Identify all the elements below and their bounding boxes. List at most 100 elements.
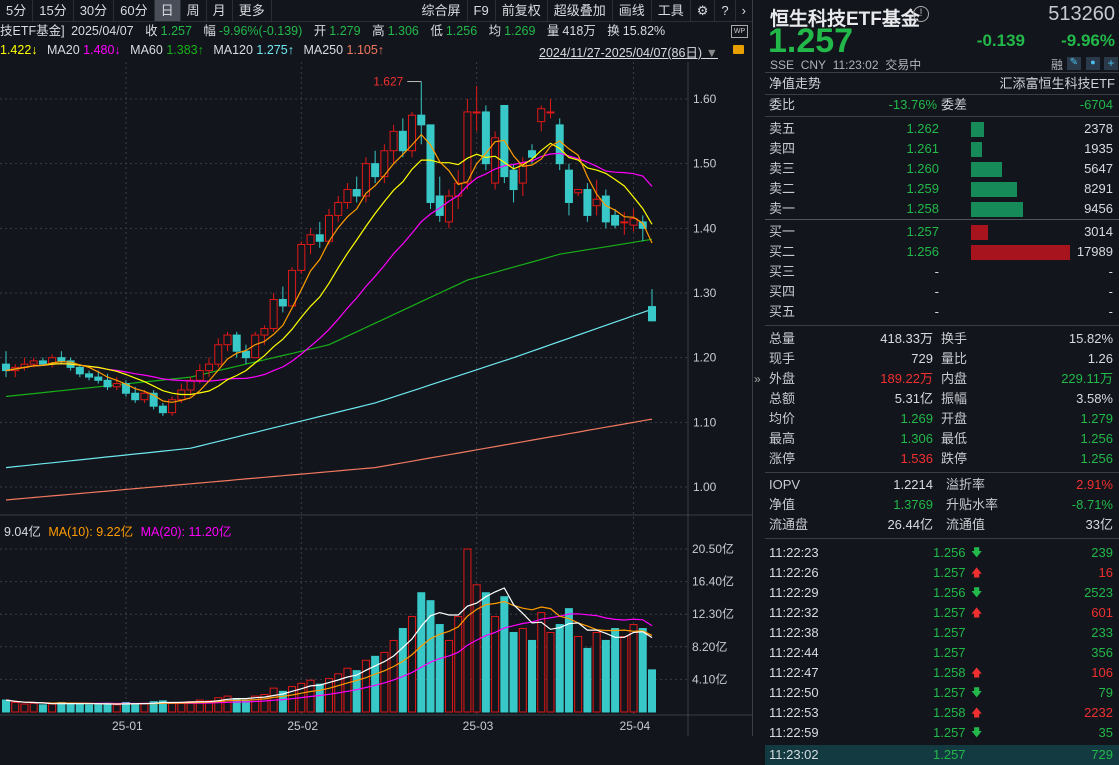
tick-row[interactable]: 11:22:59 1.257 🡇 35	[765, 723, 1119, 743]
tick-row[interactable]: 11:22:53 1.258 🡅 2232	[765, 703, 1119, 723]
candle-up	[29, 360, 38, 365]
candle-down	[481, 111, 490, 165]
ma10-line	[5, 133, 653, 403]
chevron-right-icon[interactable]: ›	[741, 3, 746, 18]
stat-value: 26.44亿	[887, 517, 933, 532]
quote-time: 11:23:02	[832, 58, 879, 72]
tick-row[interactable]: 11:22:32 1.257 🡅 601	[765, 603, 1119, 623]
edit-icon[interactable]: ✎	[1067, 57, 1081, 70]
tick-row[interactable]: 11:22:44 1.257 356	[765, 643, 1119, 663]
arrow-up-icon: 🡅	[971, 567, 983, 579]
volume-bar	[592, 631, 601, 713]
stat-label: 最低	[941, 431, 968, 446]
volume-bar	[140, 702, 149, 713]
toolbar-button[interactable]: 工具	[652, 0, 691, 21]
stat-label: 流通盘	[769, 517, 809, 532]
level-label: 买四	[769, 284, 796, 299]
nav-trend-row[interactable]: 净值走势 汇添富恒生科技ETF	[765, 72, 1119, 95]
level-quantity: 17989	[1076, 244, 1113, 259]
stat-value: 418.33万	[880, 331, 933, 346]
price-tick-label: 1.40	[693, 221, 717, 235]
period-tab[interactable]: 周	[181, 0, 207, 21]
low-value: 1.256	[445, 24, 478, 38]
level-quantity: 5647	[1084, 161, 1113, 176]
toolbar-button[interactable]: 画线	[613, 0, 652, 21]
help-icon[interactable]: ?	[715, 0, 736, 21]
toolbar-button[interactable]: 前复权	[496, 0, 548, 21]
candle-down	[131, 392, 140, 401]
add-icon[interactable]: +	[1104, 57, 1118, 70]
stat-label: 均价	[769, 411, 796, 426]
security-title: 恒生科技ETF基金	[770, 9, 920, 30]
tick-volume: 601	[1091, 605, 1113, 620]
level-price: 1.261	[906, 141, 939, 156]
stat-label: 振幅	[941, 391, 968, 406]
period-tab[interactable]: 更多	[233, 0, 272, 21]
change-label: 幅	[203, 24, 216, 38]
toolbar-button[interactable]: F9	[468, 0, 496, 21]
candle-up	[408, 114, 417, 152]
period-tab[interactable]: 60分	[114, 0, 155, 21]
stat-label: 涨停	[769, 451, 796, 466]
volume-bar	[417, 592, 426, 713]
gear-icon[interactable]: ⚙	[691, 0, 716, 21]
volume-tick-label: 16.40亿	[692, 574, 734, 589]
period-tab[interactable]: 5分	[0, 0, 34, 21]
candle-up	[269, 298, 278, 330]
level-price: -	[934, 304, 939, 319]
arrow-down-icon: 🡇	[971, 687, 983, 699]
candle-up	[574, 189, 583, 194]
volume-label: 量	[546, 24, 560, 38]
toolbar-button[interactable]: 超级叠加	[548, 0, 613, 21]
wp-icon[interactable]: WP	[731, 25, 748, 38]
tick-row[interactable]: 11:22:23 1.256 🡇 239	[765, 543, 1119, 563]
date-range-selector[interactable]: 2024/11/27-2025/04/07(86日) ▼	[539, 42, 718, 61]
nav-trend-link[interactable]: 净值走势	[769, 75, 822, 91]
volume-bar	[408, 616, 417, 713]
tick-price: 1.256	[933, 545, 966, 560]
candle-up	[195, 370, 204, 381]
volume-bar	[611, 628, 620, 713]
collapse-panel-icon[interactable]: »	[754, 372, 761, 386]
period-tab[interactable]: 月	[207, 0, 233, 21]
tick-row[interactable]: 11:22:29 1.256 🡇 2523	[765, 583, 1119, 603]
lock-icon[interactable]	[733, 45, 744, 54]
candle-down	[371, 163, 380, 178]
volume-bar	[537, 612, 546, 713]
candle-down	[2, 363, 10, 372]
volume-tick-label: 8.20亿	[692, 639, 727, 654]
tick-row[interactable]: 11:23:02 1.257 729	[765, 745, 1119, 765]
period-tab[interactable]: 日	[154, 0, 181, 21]
tick-row[interactable]: 11:22:47 1.258 🡅 106	[765, 663, 1119, 683]
info-icon[interactable]: !	[913, 6, 929, 22]
tick-volume: 2232	[1084, 705, 1113, 720]
bell-icon[interactable]: ●	[1086, 57, 1100, 70]
tick-volume: 35	[1098, 725, 1113, 740]
tick-row[interactable]: 11:22:50 1.257 🡇 79	[765, 683, 1119, 703]
stat-label: 跌停	[941, 451, 968, 466]
candle-down	[352, 189, 361, 197]
toolbar-button[interactable]: 综合屏	[416, 0, 468, 21]
volume-bar	[168, 701, 177, 713]
volume-tick-label: 20.50亿	[692, 541, 734, 556]
candle-down	[417, 114, 426, 126]
period-tab[interactable]: 15分	[33, 0, 74, 21]
candle-down	[583, 189, 592, 216]
stat-value: 3.58%	[1076, 391, 1113, 406]
diff-label: 委差	[941, 97, 968, 112]
date-range: 2024/11/27-2025/04/07(86日)	[539, 46, 703, 60]
stat-label: 开盘	[941, 411, 968, 426]
panel-divider[interactable]	[752, 0, 753, 736]
stat-value: 729	[911, 351, 933, 366]
ratio-value: -13.76%	[888, 97, 937, 112]
volume-bar	[343, 667, 352, 713]
stat-value: 1.269	[900, 411, 933, 426]
period-tab[interactable]: 30分	[74, 0, 115, 21]
kline-chart[interactable]: 1.60 1.50 1.40 1.30 1.20 1.10 1.00 20.50亿 16.40亿…	[0, 0, 752, 736]
tick-list[interactable]: 11:22:23 1.256 🡇 239 11:22:26 1.257 🡅 16 11:22:2…	[765, 539, 1119, 765]
stat-value: 1.256	[1080, 431, 1113, 446]
triangle-down-icon: ▼	[705, 46, 718, 60]
tick-volume: 356	[1091, 645, 1113, 660]
tick-row[interactable]: 11:22:38 1.257 233	[765, 623, 1119, 643]
tick-row[interactable]: 11:22:26 1.257 🡅 16	[765, 563, 1119, 583]
